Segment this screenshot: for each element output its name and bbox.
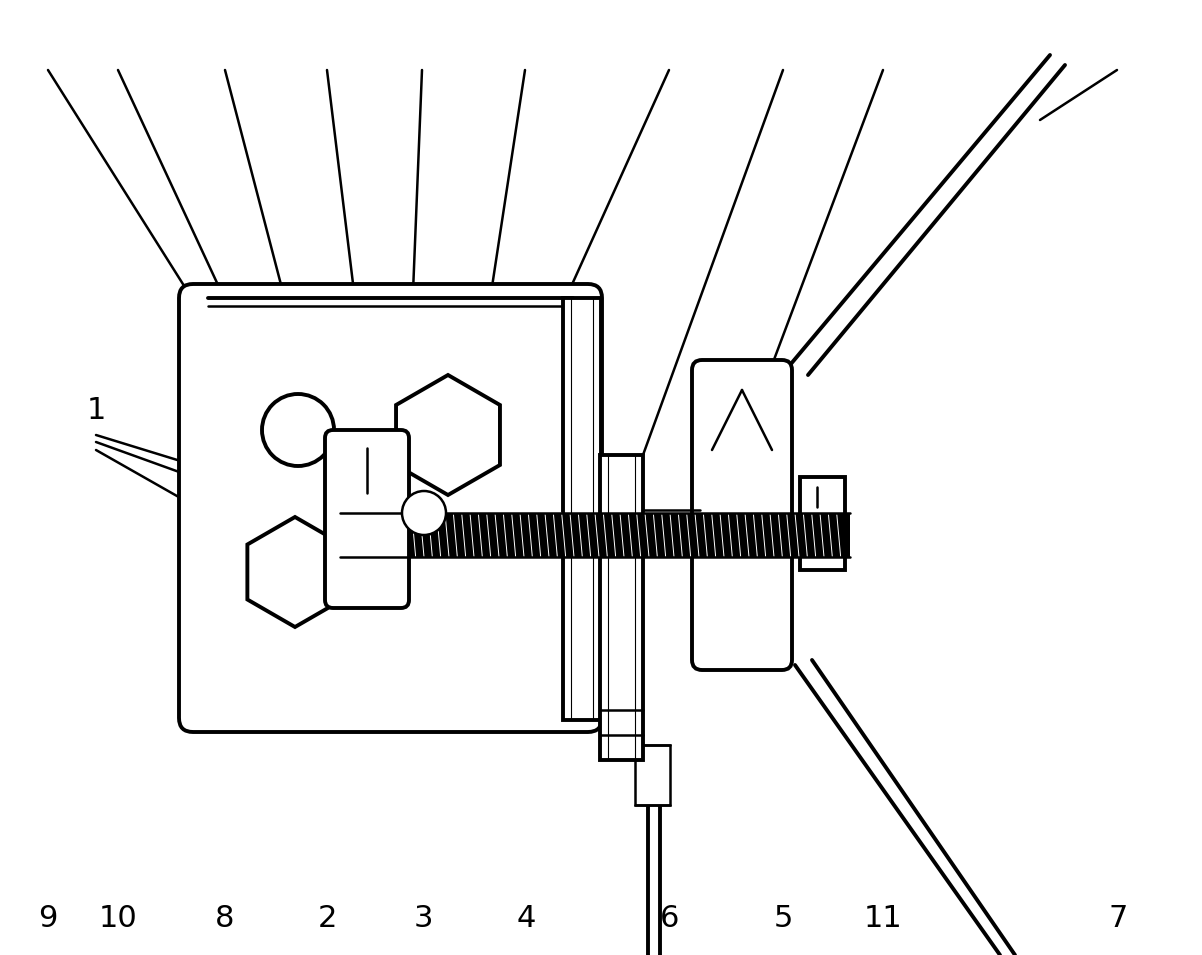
Bar (600, 455, 643, 760)
Text: 2: 2 (317, 904, 337, 933)
FancyBboxPatch shape (692, 360, 792, 670)
Text: 3: 3 (413, 904, 433, 933)
Text: 5: 5 (774, 904, 793, 933)
Circle shape (262, 394, 334, 466)
Text: 8: 8 (215, 904, 234, 933)
Polygon shape (395, 375, 500, 495)
Text: 4: 4 (517, 904, 536, 933)
FancyBboxPatch shape (179, 284, 602, 732)
Bar (635, 745, 670, 805)
FancyBboxPatch shape (325, 430, 409, 608)
Bar (340, 513, 850, 557)
Text: 9: 9 (38, 904, 58, 933)
Text: 6: 6 (660, 904, 679, 933)
Text: 7: 7 (1108, 904, 1127, 933)
Circle shape (401, 491, 446, 535)
Text: 10: 10 (99, 904, 137, 933)
Polygon shape (248, 517, 343, 627)
Bar (563, 298, 601, 720)
Bar (801, 477, 845, 570)
Text: 1: 1 (87, 396, 106, 425)
Text: 11: 11 (864, 904, 903, 933)
